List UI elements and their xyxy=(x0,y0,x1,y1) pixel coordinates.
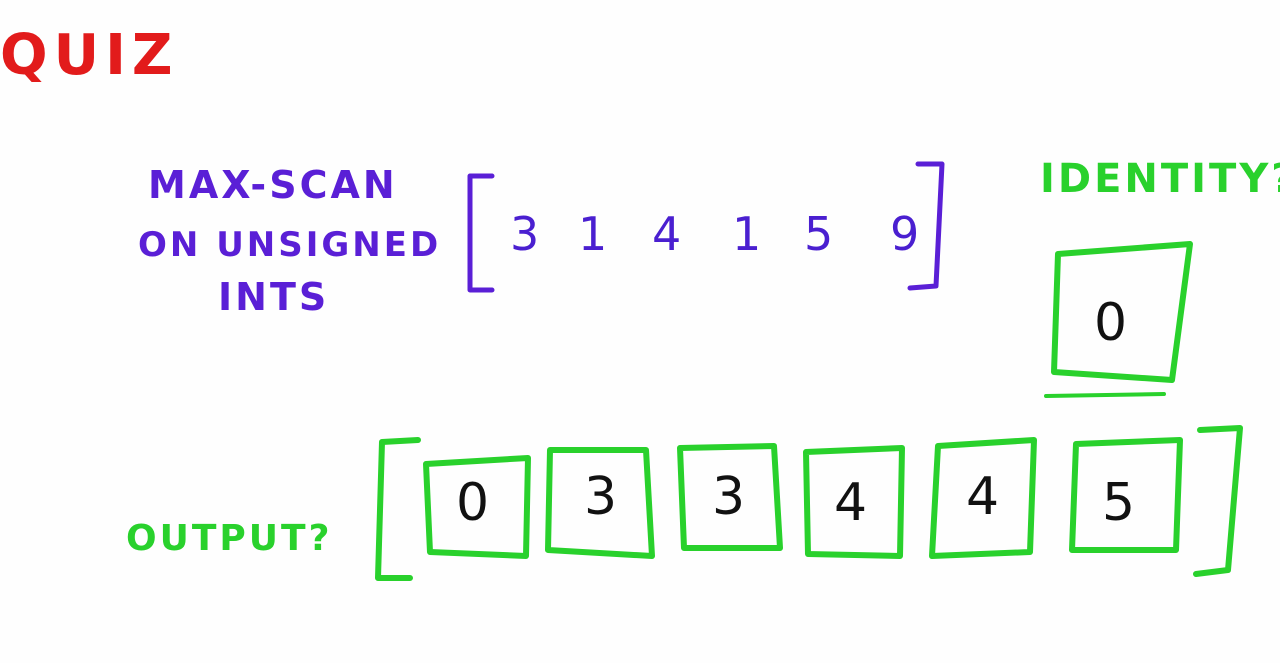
problem-line-2: ON UNSIGNED xyxy=(138,225,441,265)
input-value-2: 1 xyxy=(578,207,607,261)
quiz-title: QUIZ xyxy=(0,23,179,88)
output-array: 0 3 3 4 4 5 xyxy=(423,437,1183,559)
output-value-3: 3 xyxy=(712,467,745,527)
input-array: 3 1 4 1 5 9 xyxy=(510,207,919,261)
output-box-3 xyxy=(677,443,783,551)
input-bracket-right xyxy=(907,161,945,291)
output-value-4: 4 xyxy=(834,473,867,533)
input-value-5: 5 xyxy=(804,207,833,261)
output-box-4 xyxy=(803,445,905,559)
output-box-2 xyxy=(545,447,655,559)
output-value-6: 5 xyxy=(1102,473,1135,533)
output-bracket-right xyxy=(1193,425,1243,577)
input-value-4: 1 xyxy=(732,207,761,261)
input-bracket-left xyxy=(467,173,495,293)
problem-line-3: INTS xyxy=(218,275,329,319)
output-bracket-left xyxy=(375,437,421,581)
output-label: OUTPUT? xyxy=(126,518,332,559)
input-value-3: 4 xyxy=(652,207,681,261)
output-box-5 xyxy=(929,437,1037,559)
identity-underline xyxy=(1044,392,1166,398)
identity-box xyxy=(1051,241,1193,383)
output-box-1 xyxy=(423,455,531,559)
identity-label: IDENTITY? xyxy=(1040,156,1280,202)
output-value-5: 4 xyxy=(966,467,999,527)
output-value-2: 3 xyxy=(584,467,617,527)
input-value-1: 3 xyxy=(510,207,539,261)
output-value-1: 0 xyxy=(456,473,489,533)
identity-value: 0 xyxy=(1094,293,1127,353)
input-value-6: 9 xyxy=(890,207,919,261)
output-box-6 xyxy=(1069,437,1183,553)
problem-line-1: MAX-SCAN xyxy=(148,163,398,207)
